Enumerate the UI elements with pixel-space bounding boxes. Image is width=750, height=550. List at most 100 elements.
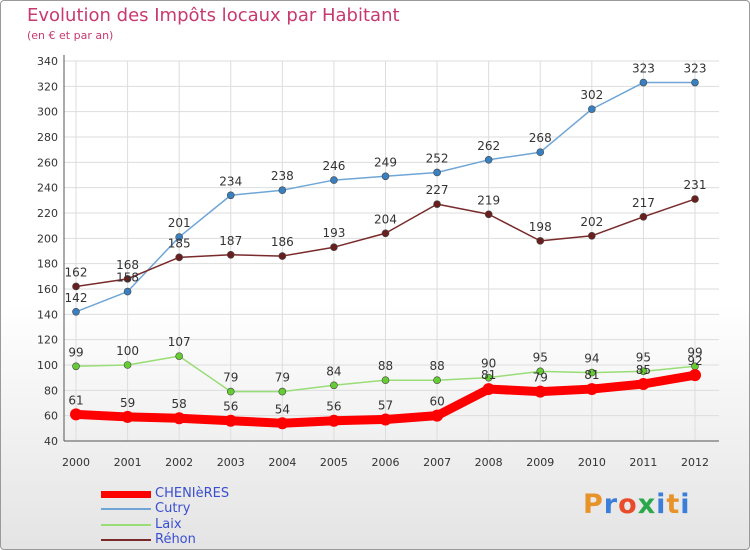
series-point-3 [175, 253, 183, 262]
x-tick-label: 2012 [681, 456, 709, 469]
legend-swatch [101, 508, 151, 510]
data-label-3: 204 [374, 212, 397, 226]
series-point-3 [433, 200, 441, 208]
x-tick-label: 2005 [320, 456, 348, 469]
series-point-3 [691, 195, 699, 203]
series-point-2 [175, 352, 183, 360]
series-point-0 [689, 369, 701, 382]
logo-letter: i [656, 489, 667, 520]
data-label-2: 95 [636, 350, 651, 364]
legend-label: Laix [155, 517, 182, 532]
series-point-1 [639, 78, 648, 87]
data-label-1: 234 [219, 174, 242, 188]
y-tick-label: 160 [37, 283, 58, 296]
y-tick-label: 220 [37, 207, 58, 220]
data-label-1: 252 [426, 151, 449, 165]
logo-letter: r [603, 489, 619, 520]
series-point-3 [278, 252, 287, 260]
data-label-0: 81 [584, 368, 599, 382]
x-tick-label: 2004 [268, 456, 296, 469]
data-label-0: 85 [636, 363, 651, 377]
series-point-0 [70, 408, 82, 421]
data-label-3: 231 [684, 178, 707, 192]
y-tick-label: 120 [37, 334, 58, 347]
data-label-3: 202 [580, 215, 603, 229]
series-point-0 [534, 385, 547, 398]
data-label-2: 99 [68, 345, 83, 359]
series-point-3 [484, 210, 493, 219]
series-point-2 [433, 376, 441, 385]
axes: 40 60 80 100 120 140 160 180 200 220 240 260 280 300 3… [37, 55, 719, 469]
data-label-2: 79 [275, 371, 290, 385]
legend-label: CHENIèRES [155, 486, 230, 501]
legend-swatch [101, 524, 151, 526]
y-tick-label: 60 [44, 410, 58, 423]
series-point-2 [72, 362, 80, 371]
series-point-1 [278, 186, 287, 194]
data-label-0: 57 [378, 398, 393, 412]
series-point-2 [484, 373, 493, 382]
data-label-3: 185 [168, 236, 191, 250]
series-point-3 [330, 243, 338, 251]
proxiti-logo: Proxiti [583, 489, 691, 520]
x-tick-label: 2008 [475, 456, 503, 469]
data-label-2: 95 [533, 350, 548, 364]
data-label-1: 142 [65, 291, 88, 305]
series-point-1 [484, 156, 493, 164]
data-label-1: 246 [322, 159, 345, 173]
y-tick-label: 340 [37, 55, 58, 68]
data-label-3: 186 [271, 235, 294, 249]
x-tick-label: 2001 [114, 456, 142, 469]
series-point-1 [330, 176, 338, 184]
grid [64, 60, 719, 442]
legend-label: Réhon [155, 532, 196, 547]
data-label-1: 238 [271, 169, 294, 183]
data-label-3: 168 [116, 258, 139, 272]
y-tick-label: 320 [37, 80, 58, 93]
data-label-3: 227 [426, 183, 449, 197]
data-label-0: 59 [120, 396, 135, 410]
legend-label: Cutry [155, 501, 191, 516]
series-point-2 [330, 381, 338, 390]
data-label-0: 81 [481, 368, 496, 382]
data-label-2: 88 [429, 359, 444, 373]
data-label-1: 268 [529, 131, 552, 145]
data-label-2: 84 [326, 364, 341, 378]
x-tick-label: 2011 [629, 456, 657, 469]
data-label-0: 60 [429, 395, 444, 409]
data-label-0: 58 [172, 397, 187, 411]
data-label-3: 193 [322, 226, 345, 240]
x-tick-label: 2010 [578, 456, 606, 469]
series-point-1 [123, 287, 132, 296]
series-point-3 [381, 229, 390, 238]
data-label-0: 92 [687, 354, 702, 368]
legend-swatch [101, 491, 151, 498]
series-point-0 [276, 417, 289, 430]
series-point-1 [175, 233, 183, 241]
series-point-3 [588, 232, 596, 240]
data-label-0: 56 [326, 400, 341, 414]
data-label-1: 262 [477, 139, 500, 153]
series-point-2 [123, 361, 132, 369]
series-layer [70, 78, 701, 430]
data-label-3: 219 [477, 193, 500, 207]
series-point-1 [72, 307, 80, 316]
y-tick-label: 240 [37, 182, 58, 195]
data-label-0: 79 [533, 371, 548, 385]
data-label-2: 100 [116, 344, 139, 358]
series-point-2 [536, 367, 545, 376]
x-tick-label: 2007 [423, 456, 451, 469]
y-tick-label: 260 [37, 156, 58, 169]
x-tick-label: 2000 [62, 456, 90, 469]
logo-letter: P [583, 489, 604, 520]
series-point-0 [173, 412, 186, 425]
series-point-2 [226, 387, 235, 396]
series-point-0 [431, 409, 444, 422]
data-label-3: 187 [219, 234, 242, 248]
logo-letter: o [618, 489, 638, 520]
chart-subtitle: (en € et par an) [27, 29, 114, 42]
data-label-1: 302 [580, 88, 603, 102]
series-point-2 [639, 367, 648, 376]
